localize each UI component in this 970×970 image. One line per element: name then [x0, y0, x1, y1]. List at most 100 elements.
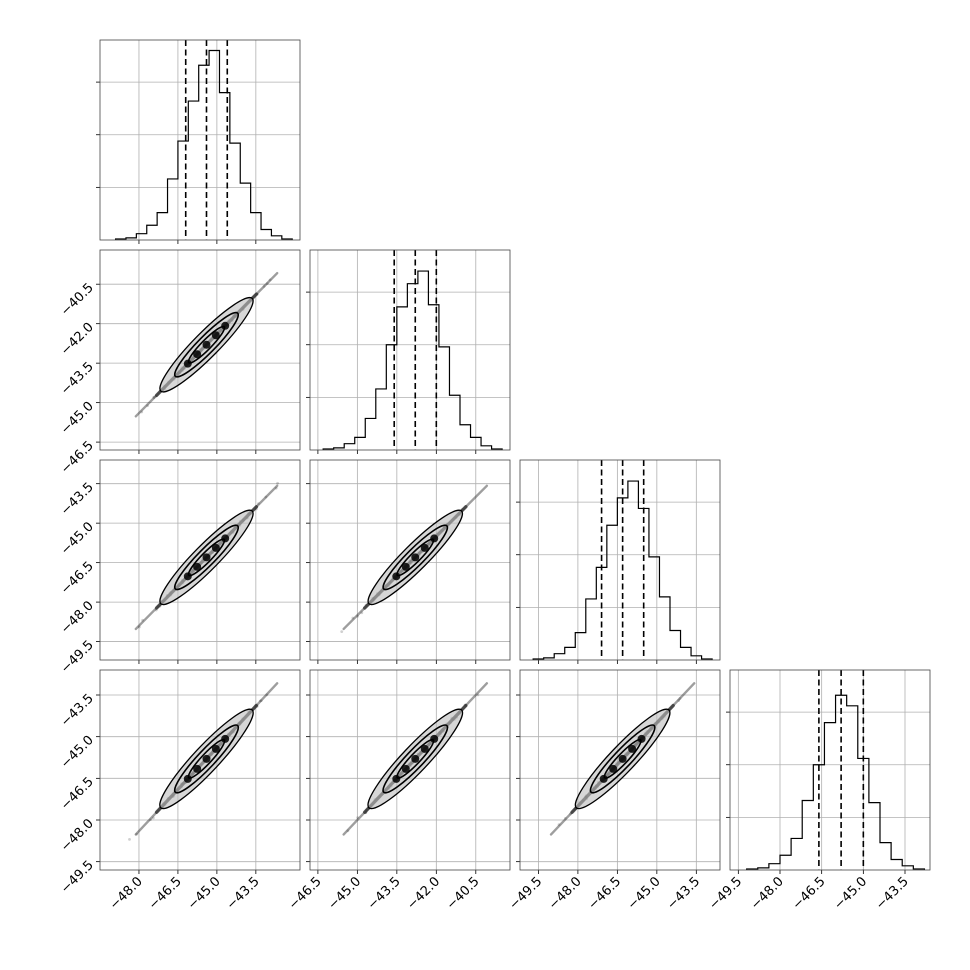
x-tick-label: −45.0: [625, 874, 664, 913]
sample-point: [557, 823, 561, 827]
x-tick-label: −42.0: [404, 874, 443, 913]
y-tick-label: −46.5: [58, 559, 97, 598]
x-tick-label: −43.5: [365, 874, 404, 913]
sample-point: [360, 611, 364, 615]
sample-point: [268, 278, 272, 282]
sample-point: [146, 404, 149, 408]
x-tick-label: −46.5: [146, 874, 185, 913]
panel-frame: [519, 459, 721, 661]
y-tick-label: −48.0: [58, 816, 97, 855]
panel-frame: [309, 249, 511, 451]
x-tick-label: −45.0: [325, 874, 364, 913]
panel-frame: [309, 459, 511, 661]
sample-point: [152, 395, 156, 399]
sample-point: [151, 816, 155, 820]
density-peak: [618, 754, 627, 763]
density-peak: [411, 754, 420, 763]
sample-point: [262, 285, 266, 288]
density-peak: [401, 764, 410, 773]
contour-level: [173, 311, 240, 378]
x-tick-label: −48.0: [107, 874, 146, 913]
x-tick-label: −46.5: [286, 874, 325, 913]
sample-point: [265, 693, 269, 697]
y-tick-label: −49.5: [58, 638, 97, 677]
x-tick-label: −46.5: [790, 874, 829, 913]
density-layer: [134, 481, 279, 631]
sample-point: [258, 699, 262, 703]
sample-point: [152, 396, 156, 399]
sample-point: [678, 697, 682, 700]
histogram-panel-3-3: −49.5 −48.0 −46.5 −45.0 −43.5: [706, 669, 931, 913]
density-peak: [202, 754, 211, 763]
density-peak: [202, 340, 211, 349]
density-peak: [609, 764, 618, 773]
panel-frame: [519, 669, 721, 871]
x-tick-label: −45.0: [831, 874, 870, 913]
density-peak: [193, 764, 202, 773]
sample-point: [264, 495, 268, 499]
histogram-step: [322, 270, 503, 450]
x-tick-label: −43.5: [873, 874, 912, 913]
histogram-panel-2-2: [516, 459, 721, 664]
sample-point: [340, 630, 344, 634]
density-peak: [628, 744, 637, 753]
density-peak: [202, 553, 211, 562]
sample-point: [476, 693, 480, 697]
panel-frame: [99, 459, 301, 661]
x-tick-label: −48.0: [546, 874, 585, 913]
y-tick-label: −40.5: [58, 280, 97, 319]
density-peak: [183, 359, 192, 368]
sample-point: [128, 837, 131, 841]
x-tick-label: −49.5: [506, 874, 545, 913]
sample-point: [276, 481, 279, 485]
x-tick-label: −45.0: [185, 874, 224, 913]
panel-frame: [99, 669, 301, 871]
density-layer: [342, 682, 489, 836]
scatter-panel-2-0: −43.5−45.0−46.5−48.0−49.5: [58, 459, 301, 677]
y-tick-label: −48.0: [58, 598, 97, 637]
density-peak: [221, 734, 230, 743]
density-peak: [392, 774, 401, 783]
density-peak: [183, 774, 192, 783]
density-peak: [211, 744, 220, 753]
sample-point: [137, 625, 141, 629]
density-peak: [211, 331, 220, 340]
sample-point: [356, 614, 360, 618]
sample-point: [141, 618, 145, 622]
scatter-panel-3-1: −46.5 −45.0 −43.5 −42.0 −40.5: [286, 669, 511, 913]
density-peak: [392, 572, 401, 581]
x-tick-label: −43.5: [664, 874, 703, 913]
sample-point: [346, 829, 350, 833]
density-layer: [134, 271, 279, 418]
density-peak: [193, 350, 202, 359]
density-peak: [637, 734, 646, 743]
contour-level: [382, 524, 449, 591]
contour-level: [173, 724, 240, 794]
scatter-panel-3-0: −48.0 −46.5 −45.0 −43.5−43.5−45.0−46.5−48.0…: [58, 669, 301, 913]
contour-level: [382, 724, 449, 794]
y-tick-label: −43.5: [58, 359, 97, 398]
density-peak: [430, 734, 439, 743]
histogram-step: [532, 480, 713, 660]
density-peak: [411, 553, 420, 562]
sample-point: [259, 699, 263, 703]
density-peak: [221, 534, 230, 543]
y-tick-label: −49.5: [58, 858, 97, 897]
histogram-step: [746, 694, 926, 870]
density-layer: [128, 682, 279, 841]
density-layer: [549, 682, 696, 836]
panel-frame: [309, 669, 511, 871]
density-peak: [193, 562, 202, 571]
sample-point: [356, 816, 360, 820]
scatter-panel-3-2: −49.5 −48.0 −46.5 −45.0 −43.5: [506, 669, 721, 913]
histogram-panel-0-0: [96, 39, 301, 244]
x-tick-label: −40.5: [444, 874, 483, 913]
density-peak: [183, 572, 192, 581]
density-peak: [420, 744, 429, 753]
density-peak: [221, 321, 230, 330]
sample-point: [677, 699, 681, 702]
x-tick-label: −43.5: [224, 874, 263, 913]
scatter-panel-1-0: −40.5−42.0−43.5−45.0−46.5: [58, 249, 301, 477]
y-tick-label: −43.5: [58, 480, 97, 519]
